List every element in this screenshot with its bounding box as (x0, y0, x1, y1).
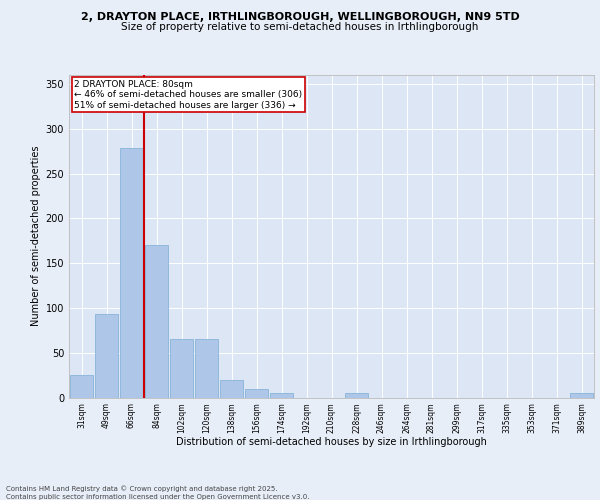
Bar (95, 314, 118, 398)
Bar (194, 340, 218, 398)
Y-axis label: Number of semi-detached properties: Number of semi-detached properties (31, 146, 41, 326)
Bar (70, 375, 94, 398)
Bar (119, 148, 143, 398)
Text: Contains HM Land Registry data © Crown copyright and database right 2025.
Contai: Contains HM Land Registry data © Crown c… (6, 486, 310, 500)
Bar (269, 393, 293, 398)
Bar (344, 393, 368, 398)
Bar (569, 393, 593, 398)
Text: 2, DRAYTON PLACE, IRTHLINGBOROUGH, WELLINGBOROUGH, NN9 5TD: 2, DRAYTON PLACE, IRTHLINGBOROUGH, WELLI… (80, 12, 520, 22)
Bar (245, 388, 268, 398)
Text: Size of property relative to semi-detached houses in Irthlingborough: Size of property relative to semi-detach… (121, 22, 479, 32)
Bar (220, 380, 244, 398)
Text: 2 DRAYTON PLACE: 80sqm
← 46% of semi-detached houses are smaller (306)
51% of se: 2 DRAYTON PLACE: 80sqm ← 46% of semi-det… (74, 80, 302, 110)
Bar (170, 340, 193, 398)
X-axis label: Distribution of semi-detached houses by size in Irthlingborough: Distribution of semi-detached houses by … (176, 438, 487, 448)
Bar (145, 245, 169, 398)
